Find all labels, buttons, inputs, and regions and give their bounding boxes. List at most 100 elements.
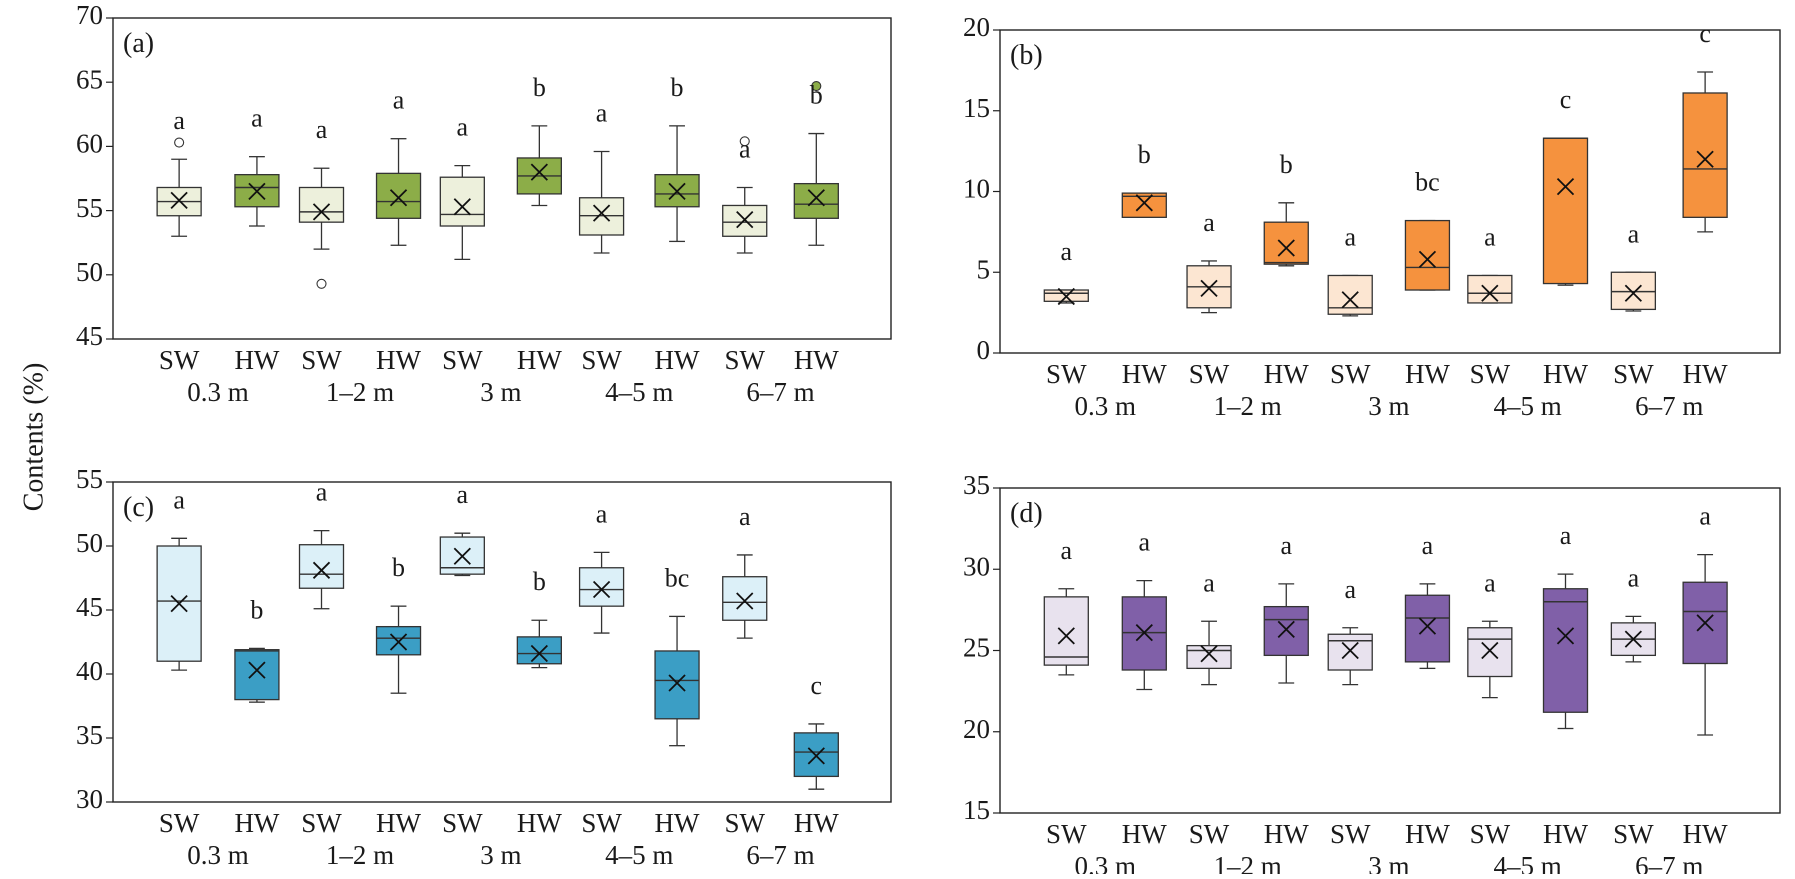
x-depth-label: 1–2 m <box>1214 851 1282 874</box>
mean-marker <box>170 191 188 209</box>
y-tick-label: 25 <box>963 633 990 663</box>
y-tick-label: 45 <box>76 321 103 351</box>
y-tick-label: 5 <box>977 254 991 284</box>
mean-marker <box>1277 620 1295 639</box>
mean-marker <box>530 163 548 181</box>
mean-marker <box>736 210 754 229</box>
significance-label: a <box>1061 536 1073 565</box>
mean-marker <box>1341 641 1359 660</box>
x-category-label: SW <box>301 345 342 375</box>
mean-marker <box>453 547 471 565</box>
box-hw-3: a <box>1263 531 1309 684</box>
box-sw-4: a <box>1327 222 1373 317</box>
y-tick-label: 55 <box>76 193 103 223</box>
iqr-box <box>722 204 768 237</box>
x-category-label: HW <box>794 808 839 838</box>
mean-marker <box>1277 239 1295 257</box>
box-hw-1: b <box>1121 140 1167 218</box>
iqr-box <box>516 636 562 665</box>
iqr-box <box>1542 137 1589 285</box>
x-category-label: SW <box>301 808 342 838</box>
x-category-label: HW <box>1122 359 1167 389</box>
mean-marker <box>807 747 825 765</box>
panel-label: (b) <box>1010 40 1043 71</box>
box-sw-8: a <box>722 502 768 639</box>
box-hw-9: c <box>793 671 839 790</box>
significance-label: a <box>173 106 185 135</box>
mean-marker <box>1200 645 1218 663</box>
x-category-label: HW <box>1264 819 1309 849</box>
y-tick-label: 30 <box>963 551 990 581</box>
significance-label: a <box>1203 208 1215 237</box>
iqr-box <box>578 567 625 607</box>
significance-label: a <box>1484 568 1496 597</box>
mean-marker <box>1418 250 1437 268</box>
x-category-label: SW <box>1330 819 1371 849</box>
iqr-box <box>793 182 839 219</box>
x-category-label: HW <box>655 808 700 838</box>
iqr-box <box>793 732 839 778</box>
x-category-label: SW <box>1046 359 1087 389</box>
y-tick-label: 40 <box>76 656 103 686</box>
y-tick-label: 15 <box>963 795 990 825</box>
box-hw-3: b <box>1263 150 1309 267</box>
mean-marker <box>170 594 188 613</box>
mean-marker <box>668 182 686 200</box>
box-sw-8: a <box>1610 219 1657 312</box>
x-category-label: SW <box>581 808 622 838</box>
x-depth-label: 0.3 m <box>1075 391 1137 421</box>
iqr-box <box>298 186 345 223</box>
y-tick-label: 50 <box>76 257 103 287</box>
y-tick-label: 70 <box>76 0 103 30</box>
x-depth-label: 4–5 m <box>605 377 673 407</box>
box-sw-4: a <box>1327 575 1373 686</box>
panel-label: (d) <box>1010 498 1043 529</box>
y-tick-label: 35 <box>963 470 990 500</box>
significance-label: a <box>1484 222 1496 251</box>
y-tick-label: 30 <box>76 784 103 814</box>
mean-marker <box>530 644 548 663</box>
box-sw-6: a <box>1467 222 1513 304</box>
mean-marker <box>312 561 331 579</box>
mean-marker <box>248 182 266 200</box>
y-tick-label: 50 <box>76 528 103 558</box>
y-tick-label: 20 <box>963 714 990 744</box>
x-category-label: SW <box>1470 359 1511 389</box>
significance-label: a <box>457 480 469 509</box>
mean-marker <box>1481 284 1499 302</box>
y-tick-label: 45 <box>76 592 103 622</box>
x-depth-label: 3 m <box>480 377 521 407</box>
significance-label: a <box>1422 531 1434 560</box>
x-depth-label: 6–7 m <box>746 840 814 870</box>
x-category-label: SW <box>1330 359 1371 389</box>
mean-marker <box>592 580 611 599</box>
box-sw-8: a <box>722 134 768 254</box>
iqr-box <box>1043 596 1089 666</box>
y-axis-label: Contents (%) <box>18 363 49 512</box>
x-depth-label: 4–5 m <box>605 840 673 870</box>
box-hw-5: b <box>516 567 562 669</box>
x-depth-label: 3 m <box>480 840 521 870</box>
mean-marker <box>1624 630 1642 648</box>
box-hw-3: b <box>375 553 422 694</box>
mean-marker <box>736 592 754 610</box>
iqr-box <box>1121 192 1167 218</box>
mean-marker <box>1556 627 1575 645</box>
x-category-label: HW <box>376 345 421 375</box>
significance-label: a <box>596 499 608 528</box>
y-tick-label: 55 <box>76 464 103 494</box>
plot-frame <box>112 17 892 340</box>
iqr-box <box>1327 633 1373 671</box>
x-category-label: SW <box>159 345 200 375</box>
significance-label: a <box>316 115 328 144</box>
significance-label: a <box>251 104 263 133</box>
x-depth-label: 6–7 m <box>1635 851 1703 874</box>
significance-label: bc <box>665 563 690 592</box>
x-category-label: SW <box>1613 819 1654 849</box>
significance-label: a <box>457 113 469 142</box>
x-category-label: SW <box>442 808 483 838</box>
iqr-box <box>1682 92 1728 218</box>
iqr-box <box>375 172 422 219</box>
x-depth-label: 1–2 m <box>1214 391 1282 421</box>
